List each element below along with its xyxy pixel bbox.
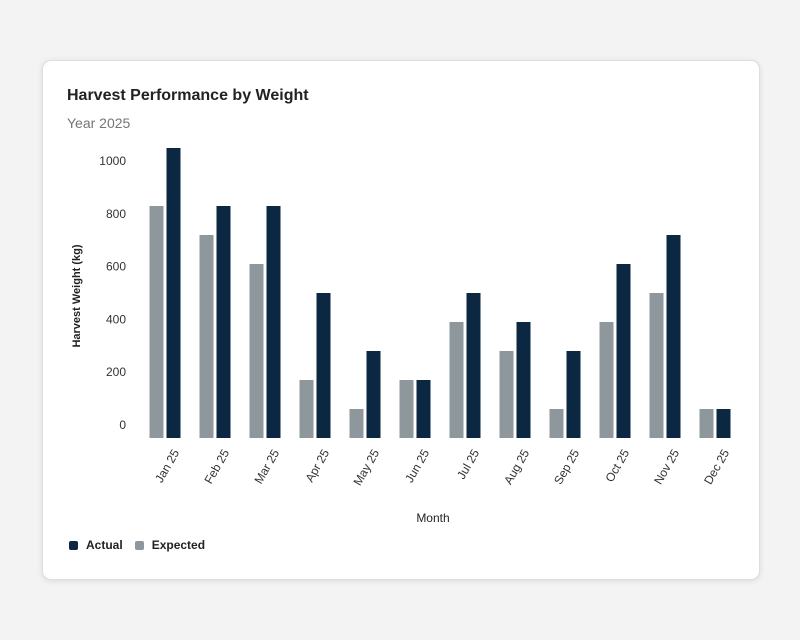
bar-chart: 0 200 400 600 800 1000 Jan 25 Feb 25 Mar 25 Apr …	[71, 148, 732, 525]
bar-actual-nov-25[interactable]	[666, 235, 681, 438]
bar-actual-dec-25[interactable]	[716, 409, 731, 438]
x-tick-label: Aug 25	[501, 447, 532, 487]
bar-actual-sep-25[interactable]	[566, 351, 581, 438]
bar-actual-jun-25[interactable]	[416, 380, 431, 438]
bar-actual-oct-25[interactable]	[616, 264, 631, 438]
x-tick-label: Dec 25	[701, 447, 732, 487]
x-tick-label: Jan 25	[152, 447, 182, 485]
x-axis-label: Month	[416, 511, 449, 525]
x-tick-label: Sep 25	[551, 447, 582, 487]
bar-actual-aug-25[interactable]	[516, 322, 531, 438]
bar-expected-dec-25[interactable]	[699, 409, 714, 438]
x-tick-label: Oct 25	[602, 447, 632, 485]
bar-expected-feb-25[interactable]	[199, 235, 214, 438]
legend-swatch-expected	[134, 540, 144, 550]
bar-actual-mar-25[interactable]	[266, 206, 281, 438]
x-tick-label: Nov 25	[651, 447, 682, 487]
bar-expected-aug-25[interactable]	[499, 351, 514, 438]
bar-expected-nov-25[interactable]	[649, 293, 664, 438]
y-axis-label: Harvest Weight (kg)	[71, 244, 83, 347]
bar-expected-jun-25[interactable]	[399, 380, 414, 438]
x-axis-ticks: Jan 25 Feb 25 Mar 25 Apr 25 May 25 Jun 25 Jul …	[152, 447, 732, 488]
y-tick-label: 200	[106, 365, 126, 379]
bar-expected-may-25[interactable]	[349, 409, 364, 438]
x-tick-label: Jun 25	[402, 447, 432, 485]
bars	[149, 148, 731, 438]
legend-item-expected[interactable]: Expected	[134, 538, 206, 552]
y-tick-label: 0	[119, 418, 126, 432]
bar-actual-feb-25[interactable]	[216, 206, 231, 438]
bar-expected-jul-25[interactable]	[449, 322, 464, 438]
chart-title: Harvest Performance by Weight	[67, 87, 309, 104]
bar-expected-sep-25[interactable]	[549, 409, 564, 438]
legend-label-expected: Expected	[151, 538, 206, 552]
bar-expected-jan-25[interactable]	[149, 206, 164, 438]
chart-subtitle: Year 2025	[67, 115, 131, 131]
y-tick-label: 400	[106, 312, 126, 326]
y-axis-ticks: 0 200 400 600 800 1000	[99, 154, 126, 432]
legend-label-actual: Actual	[86, 538, 123, 552]
legend-item-actual[interactable]: Actual	[69, 538, 123, 552]
bar-expected-oct-25[interactable]	[599, 322, 614, 438]
bar-expected-apr-25[interactable]	[299, 380, 314, 438]
x-tick-label: Jul 25	[454, 447, 482, 482]
y-tick-label: 600	[106, 260, 126, 274]
x-tick-label: Feb 25	[201, 447, 232, 487]
legend: Actual Expected	[69, 538, 217, 552]
y-tick-label: 1000	[99, 154, 126, 168]
bar-expected-mar-25[interactable]	[249, 264, 264, 438]
x-tick-label: Apr 25	[302, 447, 332, 485]
x-tick-label: Mar 25	[251, 447, 282, 487]
bar-actual-apr-25[interactable]	[316, 293, 331, 438]
legend-swatch-actual	[69, 540, 78, 550]
bar-actual-jul-25[interactable]	[466, 293, 481, 438]
x-tick-label: May 25	[350, 447, 382, 488]
bar-actual-may-25[interactable]	[366, 351, 381, 438]
chart-card: Harvest Performance by Weight Year 2025 …	[42, 60, 760, 580]
y-tick-label: 800	[106, 207, 126, 221]
bar-actual-jan-25[interactable]	[166, 148, 181, 438]
